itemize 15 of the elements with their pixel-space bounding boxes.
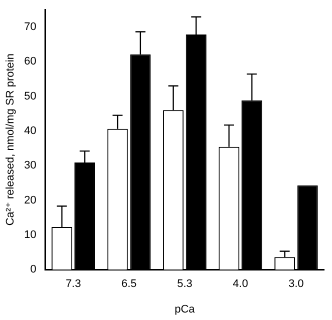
y-tick-label: 40 [24, 124, 36, 137]
x-tick-label: 7.3 [66, 278, 81, 290]
y-axis-title: Ca²⁺ released, nmol/mg SR protein [4, 54, 17, 226]
x-tick-label: 5.3 [177, 278, 192, 290]
y-tick-label: 0 [30, 264, 36, 276]
x-axis-title: pCa [174, 303, 196, 316]
x-tick-label: 6.5 [121, 278, 137, 290]
y-tick-label: 10 [24, 228, 36, 241]
y-tick-label: 20 [24, 194, 36, 206]
y-tick-label: 50 [24, 90, 36, 102]
y-tick-label: 70 [24, 20, 36, 33]
x-tick-label: 3.0 [288, 278, 304, 290]
y-tick-label: 30 [24, 160, 36, 172]
x-tick-label: 4.0 [232, 278, 248, 290]
y-tick-label: 60 [24, 56, 36, 68]
